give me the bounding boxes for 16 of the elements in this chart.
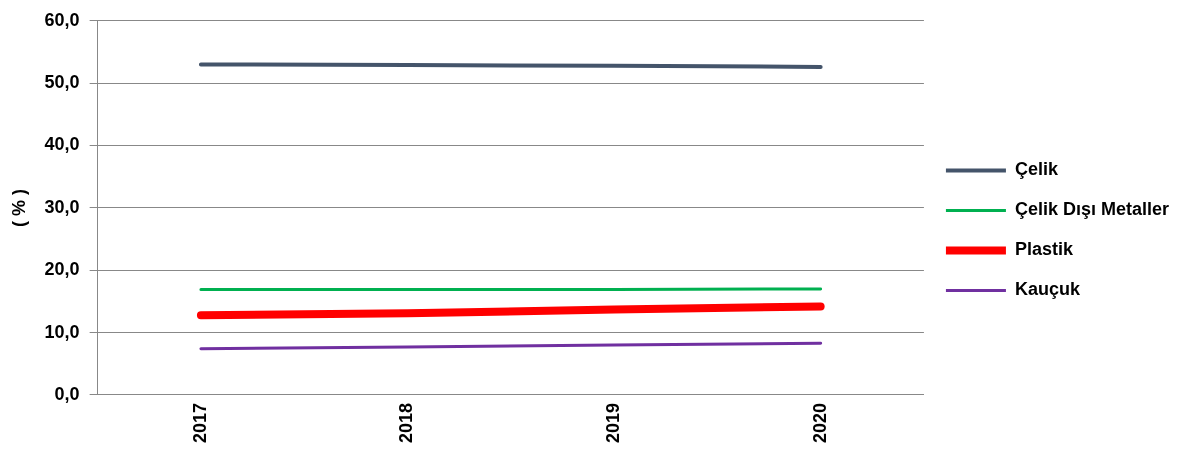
legend-label: Plastik [1014, 239, 1074, 260]
x-tick-label: 2019 [603, 402, 624, 443]
x-tick-label: 2018 [396, 402, 417, 443]
legend-label: Çelik Dışı Metaller [1014, 199, 1170, 220]
y-tick-label: 0,0 [54, 383, 80, 404]
y-tick-label: 40,0 [44, 134, 80, 155]
legend-label: Kauçuk [1014, 279, 1081, 300]
y-tick-label: 30,0 [44, 196, 80, 217]
y-tick-label: 10,0 [44, 321, 80, 342]
legend-label: Çelik [1014, 159, 1059, 180]
x-tick-label: 2017 [189, 402, 210, 443]
y-axis-title: ( % ) [8, 188, 29, 227]
y-tick-label: 50,0 [44, 72, 80, 93]
x-tick-label: 2020 [809, 402, 830, 443]
y-tick-label: 20,0 [44, 259, 80, 280]
y-tick-label: 60,0 [44, 9, 80, 30]
